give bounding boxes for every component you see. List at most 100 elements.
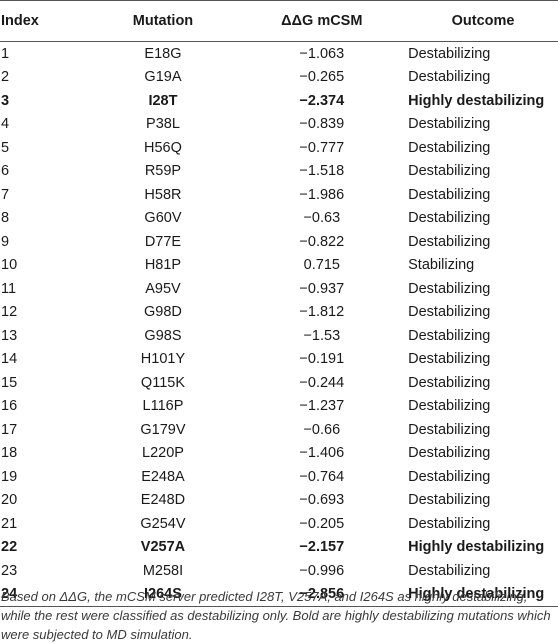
table-row: 7 H58R −1.986 Destabilizing: [0, 183, 558, 207]
cell-outcome: Destabilizing: [408, 374, 491, 391]
table-row: 16 L116P −1.237 Destabilizing: [0, 395, 558, 419]
cell-ddg: −1.237: [299, 398, 345, 415]
table-row: 4 P38L −0.839 Destabilizing: [0, 113, 558, 137]
cell-mutation: G98S: [144, 327, 182, 344]
cell-ddg: −1.518: [299, 163, 345, 180]
cell-outcome: Highly destabilizing: [408, 539, 545, 556]
cell-mutation: G254V: [140, 515, 186, 532]
cell-ddg: −1.53: [303, 327, 341, 344]
table-row: 9 D77E −0.822 Destabilizing: [0, 230, 558, 254]
table-row: 3 I28T −2.374 Highly destabilizing: [0, 89, 558, 113]
cell-ddg: −1.063: [299, 45, 345, 62]
cell-index: 10: [1, 257, 18, 274]
cell-ddg: −2.157: [299, 539, 345, 556]
table-row: 19 E248A −0.764 Destabilizing: [0, 465, 558, 489]
cell-outcome: Destabilizing: [408, 280, 491, 297]
table-row: 24 I264S −2.856 Highly destabilizing: [0, 582, 558, 607]
cell-index: 5: [1, 139, 10, 156]
cell-outcome: Destabilizing: [408, 351, 491, 368]
cell-outcome: Destabilizing: [408, 116, 491, 133]
cell-index: 7: [1, 186, 10, 203]
cell-ddg: −0.244: [299, 374, 345, 391]
table-row: 15 Q115K −0.244 Destabilizing: [0, 371, 558, 395]
cell-ddg: −0.205: [299, 515, 345, 532]
table-row: 6 R59P −1.518 Destabilizing: [0, 160, 558, 184]
table-row: 23 M258I −0.996 Destabilizing: [0, 559, 558, 583]
table-row: 8 G60V −0.63 Destabilizing: [0, 207, 558, 231]
cell-outcome: Destabilizing: [408, 468, 491, 485]
header-ddg: ΔΔG mCSM: [237, 0, 407, 42]
table-row: 2 G19A −0.265 Destabilizing: [0, 66, 558, 90]
cell-mutation: H81P: [144, 257, 182, 274]
table-row: 20 E248D −0.693 Destabilizing: [0, 489, 558, 513]
cell-ddg: −1.986: [299, 186, 345, 203]
cell-outcome: Destabilizing: [408, 139, 491, 156]
cell-ddg: −1.812: [299, 304, 345, 321]
cell-outcome: Destabilizing: [408, 233, 491, 250]
mutation-table: Index Mutation ΔΔG mCSM Outcome 1 E18G −1.…: [0, 0, 558, 607]
cell-ddg: −0.839: [299, 116, 345, 133]
table-row: 12 G98D −1.812 Destabilizing: [0, 301, 558, 325]
cell-ddg: 0.715: [303, 257, 340, 274]
cell-mutation: D77E: [144, 233, 182, 250]
cell-index: 9: [1, 233, 10, 250]
table-body: 1 E18G −1.063 Destabilizing 2 G19A −0.265 Desta…: [0, 42, 558, 607]
cell-mutation: H58R: [144, 186, 182, 203]
cell-mutation: G179V: [140, 421, 186, 438]
cell-index: 18: [1, 445, 18, 462]
cell-outcome: Destabilizing: [408, 210, 491, 227]
header-outcome: Outcome: [406, 0, 558, 42]
cell-outcome: Destabilizing: [408, 515, 491, 532]
cell-mutation: G60V: [144, 210, 182, 227]
table-footnote: Based on ΔΔG, the mCSM server predicted …: [1, 589, 551, 642]
cell-mutation: E18G: [144, 45, 182, 62]
cell-outcome: Destabilizing: [408, 69, 491, 86]
cell-mutation: A95V: [145, 280, 181, 297]
cell-outcome: Highly destabilizing: [406, 582, 558, 607]
cell-mutation: V257A: [140, 539, 186, 556]
cell-index: 15: [1, 374, 18, 391]
table-row: 22 V257A −2.157 Highly destabilizing: [0, 536, 558, 560]
cell-outcome: Destabilizing: [408, 163, 491, 180]
table-row: 17 G179V −0.66 Destabilizing: [0, 418, 558, 442]
cell-mutation: M258I: [142, 562, 184, 579]
cell-ddg: −0.191: [299, 351, 345, 368]
cell-mutation: H101Y: [140, 351, 186, 368]
cell-mutation: L116P: [142, 398, 184, 415]
cell-outcome: Destabilizing: [408, 304, 491, 321]
cell-outcome: Destabilizing: [408, 421, 491, 438]
cell-mutation: I28T: [148, 92, 178, 109]
cell-index: 17: [1, 421, 18, 438]
table-row: 14 H101Y −0.191 Destabilizing: [0, 348, 558, 372]
cell-index: 11: [1, 280, 17, 297]
cell-mutation: R59P: [144, 163, 182, 180]
table-row: 1 E18G −1.063 Destabilizing: [0, 42, 558, 66]
cell-ddg: −0.764: [299, 468, 345, 485]
cell-mutation: Q115K: [140, 374, 185, 391]
table-row: 18 L220P −1.406 Destabilizing: [0, 442, 558, 466]
cell-index: 3: [1, 92, 10, 109]
table-header-row: Index Mutation ΔΔG mCSM Outcome: [0, 0, 558, 42]
cell-ddg: −1.406: [299, 445, 345, 462]
cell-ddg: −0.777: [299, 139, 345, 156]
cell-index: 8: [1, 210, 10, 227]
cell-mutation: E248D: [140, 492, 186, 509]
cell-index: 23: [1, 562, 18, 579]
table-row: 10 H81P 0.715 Stabilizing: [0, 254, 558, 278]
cell-mutation: H56Q: [144, 139, 182, 156]
cell-index: 20: [1, 492, 18, 509]
cell-ddg: −0.822: [299, 233, 345, 250]
cell-index: 13: [1, 327, 18, 344]
cell-outcome: Destabilizing: [408, 398, 491, 415]
cell-outcome: Destabilizing: [408, 492, 491, 509]
cell-ddg: −0.265: [299, 69, 345, 86]
cell-ddg: −2.374: [299, 92, 345, 109]
cell-mutation: G98D: [144, 304, 182, 321]
header-index: Index: [0, 0, 89, 42]
cell-index: 6: [1, 163, 10, 180]
cell-mutation: E248A: [141, 468, 185, 485]
cell-ddg: −0.996: [299, 562, 345, 579]
table-row: 13 G98S −1.53 Destabilizing: [0, 324, 558, 348]
cell-index: 1: [1, 45, 10, 62]
